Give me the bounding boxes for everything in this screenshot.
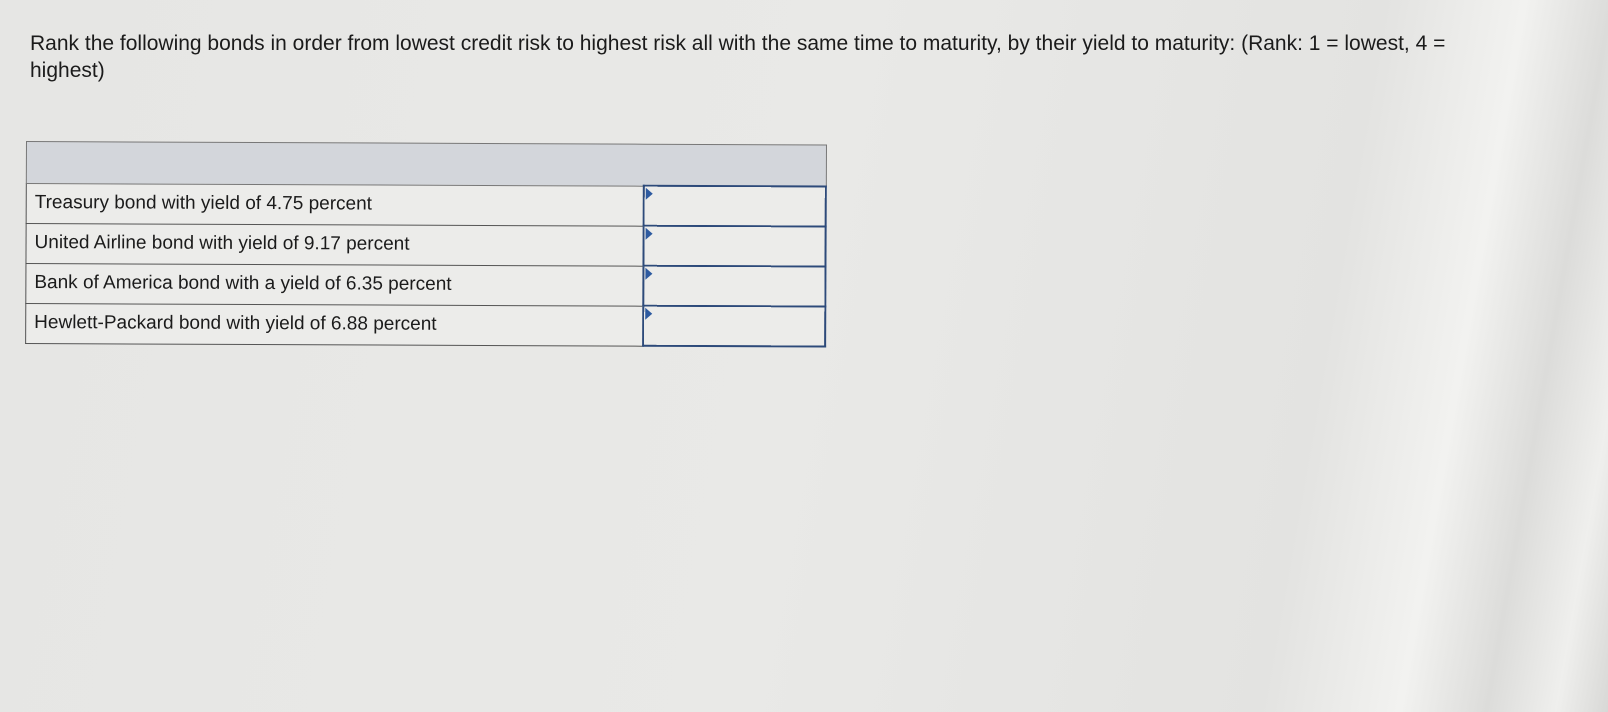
ranking-table: Treasury bond with yield of 4.75 percent…	[25, 141, 827, 347]
rank-input[interactable]	[644, 307, 825, 345]
bond-label: Bank of America bond with a yield of 6.3…	[25, 263, 644, 306]
table-header	[26, 141, 826, 187]
table-row: Bank of America bond with a yield of 6.3…	[25, 263, 826, 307]
rank-cell[interactable]	[643, 265, 826, 307]
rank-cell[interactable]	[643, 225, 826, 267]
rank-input[interactable]	[644, 267, 825, 305]
rank-input[interactable]	[644, 227, 825, 265]
bond-label: Hewlett-Packard bond with yield of 6.88 …	[25, 303, 644, 346]
dropdown-marker-icon	[645, 307, 653, 320]
rank-cell[interactable]	[643, 305, 826, 347]
dropdown-marker-icon	[645, 187, 653, 200]
table-row: Treasury bond with yield of 4.75 percent	[26, 183, 826, 227]
rank-cell[interactable]	[643, 185, 826, 227]
dropdown-marker-icon	[645, 227, 653, 240]
table-row: Hewlett-Packard bond with yield of 6.88 …	[25, 303, 826, 347]
dropdown-marker-icon	[645, 267, 653, 280]
table-header-row	[26, 141, 826, 187]
bond-label: United Airline bond with yield of 9.17 p…	[25, 223, 644, 266]
bond-label: Treasury bond with yield of 4.75 percent	[26, 183, 644, 226]
question-text: Rank the following bonds in order from l…	[30, 32, 1446, 82]
rank-input[interactable]	[644, 187, 825, 225]
table-row: United Airline bond with yield of 9.17 p…	[25, 223, 826, 267]
